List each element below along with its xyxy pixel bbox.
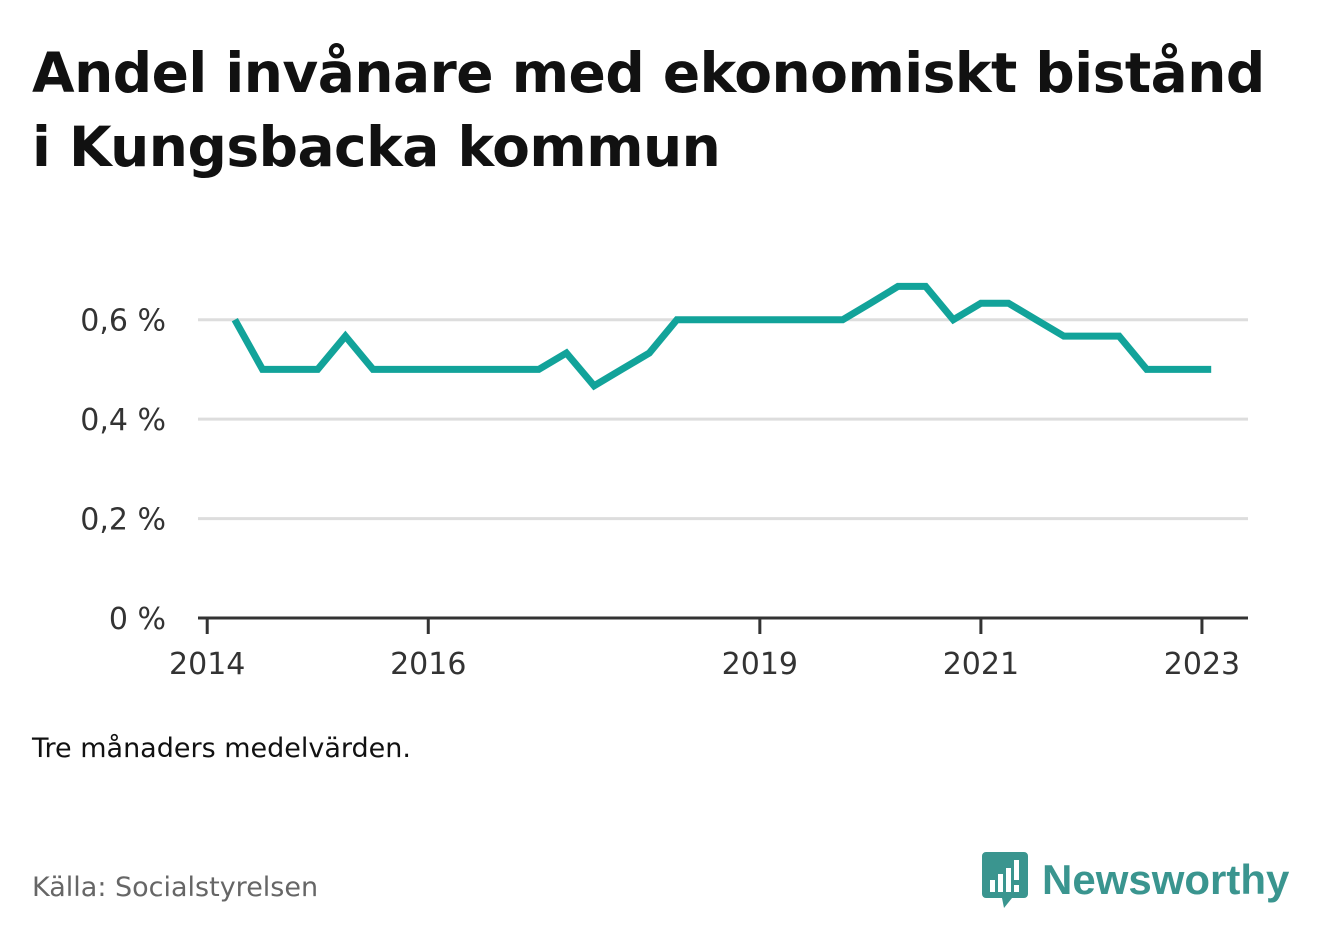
line-chart: 0 % 0,2 % 0,4 % 0,6 % 2014 2016 2019 2021 2023	[80, 282, 1248, 682]
newsworthy-logo: Newsworthy	[980, 850, 1289, 910]
y-axis-ticks: 0 % 0,2 % 0,4 % 0,6 %	[80, 304, 166, 637]
chart-title: Andel invånare med ekonomiskt bistånd i …	[32, 41, 1265, 179]
brand-name: Newsworthy	[1042, 856, 1290, 903]
x-tick-label: 2016	[390, 647, 466, 682]
x-tick-label: 2021	[943, 647, 1019, 682]
data-points	[234, 286, 1212, 386]
x-tick-label: 2019	[722, 647, 798, 682]
y-tick-label: 0,2 %	[80, 503, 166, 538]
x-axis-ticks: 2014 2016 2019 2021 2023	[169, 618, 1240, 682]
x-tick-label: 2023	[1164, 647, 1240, 682]
x-tick-label: 2014	[169, 647, 245, 682]
y-tick-label: 0 %	[109, 602, 166, 637]
y-tick-label: 0,6 %	[80, 304, 166, 339]
source-credit: Källa: Socialstyrelsen	[32, 872, 319, 903]
y-tick-label: 0,4 %	[80, 403, 166, 438]
newsworthy-logo-icon	[982, 852, 1028, 908]
chart-note: Tre månaders medelvärden.	[32, 733, 411, 764]
series-line	[231, 282, 1212, 391]
